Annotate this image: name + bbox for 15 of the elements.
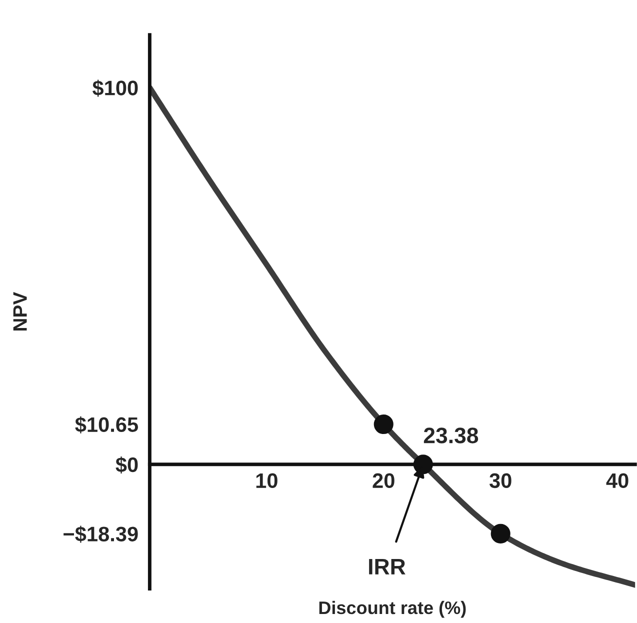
annotation: 23.38 bbox=[424, 428, 478, 444]
y-tick-label: $10.65 bbox=[75, 416, 138, 434]
y-tick-label: $100 bbox=[92, 80, 138, 97]
y-tick-label: $0 bbox=[116, 456, 138, 474]
point bbox=[490, 524, 510, 544]
x-tick-label: 40 bbox=[606, 473, 628, 488]
x-tick-label: 20 bbox=[372, 473, 394, 488]
point bbox=[374, 414, 394, 434]
x-axis-title: Discount rate (%) bbox=[319, 600, 466, 618]
annotation: IRR bbox=[369, 559, 406, 574]
y-axis-title: NPV bbox=[13, 292, 27, 330]
x-tick-label: 30 bbox=[489, 473, 512, 488]
y-tick-label: −$18.39 bbox=[64, 526, 138, 543]
x-tick-label: 10 bbox=[256, 473, 278, 488]
point bbox=[413, 454, 433, 474]
